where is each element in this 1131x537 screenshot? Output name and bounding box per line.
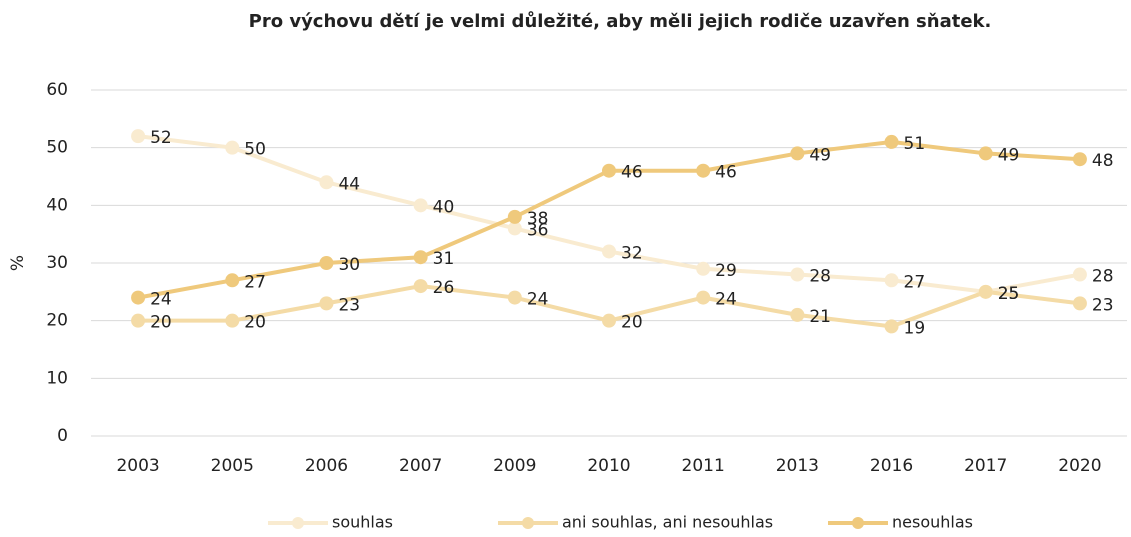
data-point	[602, 163, 616, 178]
data-label: 40	[433, 197, 455, 217]
legend-marker	[852, 517, 864, 529]
data-point	[131, 313, 146, 328]
data-point	[884, 134, 899, 149]
data-label: 25	[998, 284, 1020, 304]
data-point	[790, 267, 805, 282]
y-tick-label: 30	[46, 253, 68, 273]
data-point	[790, 146, 805, 161]
data-point	[602, 244, 616, 259]
data-point	[696, 163, 711, 178]
x-tick-label: 2010	[587, 456, 630, 476]
data-point	[413, 279, 428, 294]
data-point	[319, 296, 334, 311]
data-label: 20	[244, 313, 266, 333]
data-point	[131, 129, 146, 144]
data-label: 31	[433, 249, 455, 269]
data-label: 23	[1092, 295, 1114, 315]
data-label: 27	[904, 272, 926, 292]
data-label: 44	[338, 174, 360, 194]
legend-label: ani souhlas, ani nesouhlas	[562, 513, 773, 532]
x-tick-label: 2011	[682, 456, 725, 476]
data-point	[978, 284, 993, 299]
x-tick-label: 2007	[399, 456, 442, 476]
data-point	[1072, 296, 1087, 311]
data-point	[225, 273, 240, 288]
data-label: 46	[621, 163, 643, 183]
legend-marker	[292, 517, 304, 529]
data-label: 21	[809, 307, 831, 327]
data-label: 32	[621, 243, 643, 263]
x-tick-label: 2006	[305, 456, 348, 476]
data-label: 28	[1092, 267, 1114, 287]
x-tick-label: 2003	[116, 456, 159, 476]
legend-label: nesouhlas	[892, 513, 973, 532]
data-label: 28	[809, 267, 831, 287]
data-label: 49	[809, 145, 831, 165]
data-label: 46	[715, 163, 737, 183]
data-label: 24	[150, 290, 172, 310]
data-label: 23	[338, 295, 360, 315]
data-point	[507, 290, 522, 305]
y-axis-label: %	[8, 255, 28, 271]
data-label: 27	[244, 272, 266, 292]
data-point	[790, 307, 805, 322]
data-point	[696, 290, 711, 305]
data-label: 26	[433, 278, 455, 298]
data-point	[884, 319, 899, 334]
x-tick-label: 2020	[1058, 456, 1101, 476]
data-label: 49	[998, 145, 1020, 165]
x-tick-label: 2009	[493, 456, 536, 476]
data-point	[319, 256, 334, 270]
y-tick-label: 20	[46, 311, 68, 331]
data-label: 24	[527, 290, 549, 310]
data-label: 36	[527, 220, 549, 240]
data-label: 24	[715, 290, 737, 310]
y-tick-label: 0	[57, 426, 68, 446]
data-point	[225, 140, 240, 155]
data-point	[978, 146, 993, 161]
data-label: 48	[1092, 151, 1114, 171]
data-label: 25	[998, 284, 1020, 304]
x-tick-label: 2017	[964, 456, 1007, 476]
data-label: 52	[150, 128, 172, 148]
data-point	[319, 175, 334, 190]
x-tick-label: 2013	[776, 456, 819, 476]
data-label: 38	[527, 209, 549, 229]
x-tick-label: 2016	[870, 456, 913, 476]
data-point	[884, 273, 899, 288]
y-tick-label: 10	[46, 368, 68, 388]
legend-marker	[522, 517, 534, 529]
data-point	[413, 250, 428, 265]
x-tick-label: 2005	[211, 456, 254, 476]
data-label: 29	[715, 261, 737, 281]
data-point	[1072, 267, 1087, 282]
data-point	[507, 221, 522, 236]
data-label: 50	[244, 140, 266, 160]
legend-label: souhlas	[332, 513, 393, 532]
data-point	[225, 313, 240, 328]
y-tick-label: 50	[46, 138, 68, 158]
data-label: 19	[904, 318, 926, 338]
series-line	[137, 134, 1081, 294]
chart-title: Pro výchovu dětí je velmi důležité, aby …	[249, 10, 992, 32]
data-label: 20	[621, 313, 643, 333]
data-point	[696, 261, 711, 276]
data-label: 30	[338, 255, 360, 275]
y-tick-label: 60	[46, 80, 68, 100]
data-point	[413, 198, 428, 213]
data-label: 51	[904, 134, 926, 154]
y-tick-label: 40	[46, 195, 68, 215]
data-point	[1072, 152, 1087, 167]
data-point	[507, 209, 522, 224]
data-label: 20	[150, 313, 172, 333]
data-point	[602, 313, 616, 328]
data-point	[131, 290, 146, 305]
